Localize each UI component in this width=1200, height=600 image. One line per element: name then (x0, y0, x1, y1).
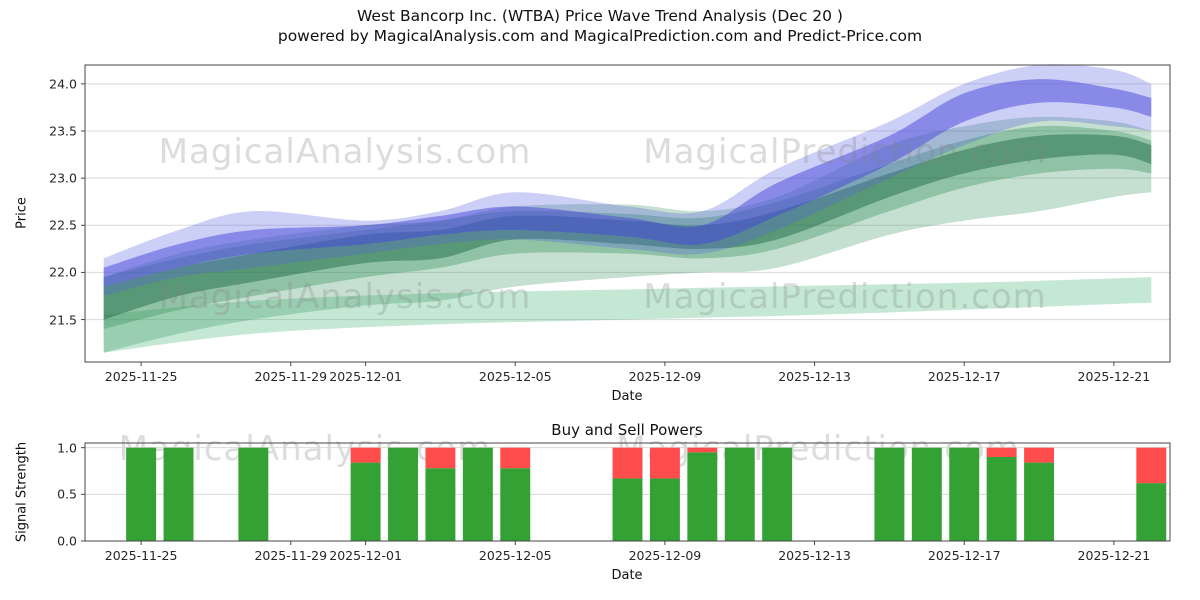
x-tick-label: 2025-12-17 (927, 548, 1001, 563)
y-tick-label: 1.0 (57, 440, 77, 456)
x-tick-label: 2025-12-21 (1077, 548, 1151, 563)
x-tick-label: 2025-12-13 (778, 548, 851, 563)
y-tick-label: 22.0 (49, 264, 77, 280)
chart-title: West Bancorp Inc. (WTBA) Price Wave Tren… (357, 7, 843, 25)
watermark-magicalanalysis: MagicalAnalysis.com (158, 277, 532, 317)
y-tick-label: 0.0 (57, 533, 77, 549)
y-tick-label: 22.5 (49, 217, 77, 233)
x-tick-label: 2025-12-21 (1077, 369, 1151, 384)
y-tick-label: 23.0 (49, 170, 77, 186)
watermark-magicalprediction: MagicalPrediction.com (643, 132, 1047, 172)
x-tick-label: 2025-11-29 (254, 369, 328, 384)
price-y-axis-label: Price (14, 197, 30, 229)
x-tick-label: 2025-12-05 (478, 369, 552, 384)
x-tick-label: 2025-11-25 (104, 369, 178, 384)
watermark-magicalanalysis: MagicalAnalysis.com (118, 429, 492, 469)
y-tick-label: 24.0 (49, 76, 77, 92)
x-tick-label: 2025-12-05 (478, 548, 552, 563)
signal-x-axis-label: Date (611, 568, 643, 583)
signal-y-axis-label: Signal Strength (14, 441, 30, 543)
chart-subtitle: powered by MagicalAnalysis.com and Magic… (277, 27, 923, 45)
signal-chart-title: Buy and Sell Powers (551, 421, 703, 439)
x-tick-label: 2025-12-09 (628, 369, 702, 384)
x-tick-label: 2025-11-25 (104, 548, 178, 563)
y-tick-label: 21.5 (49, 312, 77, 328)
x-tick-label: 2025-12-01 (329, 548, 402, 563)
x-tick-label: 2025-12-17 (927, 369, 1001, 384)
x-tick-label: 2025-12-09 (628, 548, 702, 563)
y-tick-label: 0.5 (57, 486, 77, 502)
watermark-magicalprediction: MagicalPrediction.com (643, 277, 1047, 317)
price-x-axis-label: Date (611, 389, 643, 404)
watermark-magicalanalysis: MagicalAnalysis.com (158, 132, 532, 172)
x-tick-label: 2025-12-01 (329, 369, 402, 384)
x-tick-label: 2025-11-29 (254, 548, 328, 563)
x-tick-label: 2025-12-13 (778, 369, 851, 384)
y-tick-label: 23.5 (49, 123, 77, 139)
